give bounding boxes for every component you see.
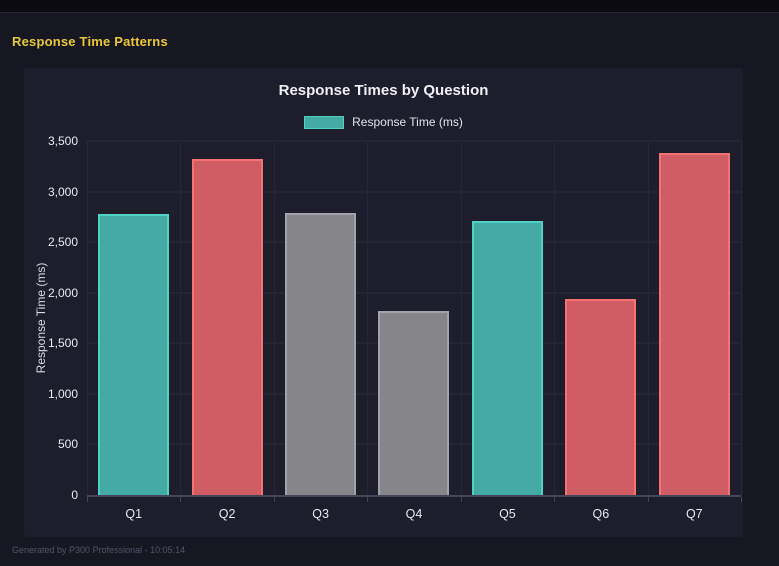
- gridline-horizontal: [87, 241, 741, 243]
- x-tick-label-q3: Q3: [312, 507, 329, 521]
- y-tick-label: 2,000: [47, 285, 78, 300]
- y-tick-label: 1,000: [47, 386, 78, 401]
- x-tick-label-q5: Q5: [499, 507, 516, 521]
- x-tick-label-q1: Q1: [125, 507, 143, 521]
- x-tick-label-q7: Q7: [685, 507, 703, 521]
- x-axis-tick: [647, 497, 649, 502]
- bar-q5[interactable]: [471, 220, 543, 495]
- gridline-vertical: [554, 141, 556, 495]
- x-tick-label-q2: Q2: [218, 507, 236, 521]
- y-tick-label: 500: [57, 437, 78, 452]
- y-tick-label: 2,500: [47, 235, 78, 250]
- top-bar: [0, 0, 779, 13]
- gridline-vertical: [180, 141, 182, 495]
- gridline-vertical: [273, 141, 275, 495]
- gridline-vertical: [647, 141, 649, 495]
- y-tick-label: 3,000: [47, 184, 78, 199]
- gridline-horizontal: [87, 140, 741, 142]
- y-axis-title: Response Time (ms): [34, 262, 48, 374]
- legend-item-response-time[interactable]: Response Time (ms): [304, 115, 463, 129]
- x-axis-tick: [87, 497, 88, 502]
- x-axis-tick: [554, 497, 556, 502]
- plot-area: Response Time (ms) 0 500 1,000 1,500 2,000 2,…: [34, 134, 742, 521]
- gridline-vertical: [460, 141, 462, 495]
- x-axis-tick: [367, 497, 369, 502]
- bar-q1[interactable]: [98, 213, 170, 495]
- legend-swatch: [304, 115, 345, 129]
- y-tick-label: 3,500: [47, 134, 78, 148]
- gridline-horizontal: [87, 191, 741, 193]
- x-axis-tick: [460, 497, 462, 502]
- legend-label: Response Time (ms): [352, 115, 463, 129]
- y-tick-label: 1,500: [47, 336, 78, 351]
- bar-q4[interactable]: [378, 310, 450, 495]
- bar-q7[interactable]: [658, 153, 730, 495]
- x-tick-label-q4: Q4: [405, 507, 423, 521]
- footer-text: Generated by P300 Professional - 10:05:1…: [12, 545, 186, 555]
- x-axis-tick: [741, 497, 742, 502]
- chart-panel: Response Times by Question Response Time…: [24, 68, 743, 537]
- x-axis-tick: [273, 497, 275, 502]
- bar-q6[interactable]: [565, 298, 637, 495]
- bar-q2[interactable]: [191, 159, 263, 495]
- chart-legend: Response Time (ms): [24, 115, 743, 129]
- gridline-vertical: [367, 141, 369, 495]
- chart-title: Response Times by Question: [278, 82, 489, 99]
- y-tick-label: 0: [71, 488, 78, 502]
- gridline-vertical: [741, 141, 742, 495]
- x-axis-tick: [180, 497, 182, 502]
- gridline-vertical: [87, 141, 88, 495]
- x-tick-label-q6: Q6: [592, 507, 610, 521]
- bar-q3[interactable]: [285, 212, 357, 495]
- gridline-horizontal: [87, 292, 741, 294]
- page-title: Response Time Patterns: [12, 34, 168, 49]
